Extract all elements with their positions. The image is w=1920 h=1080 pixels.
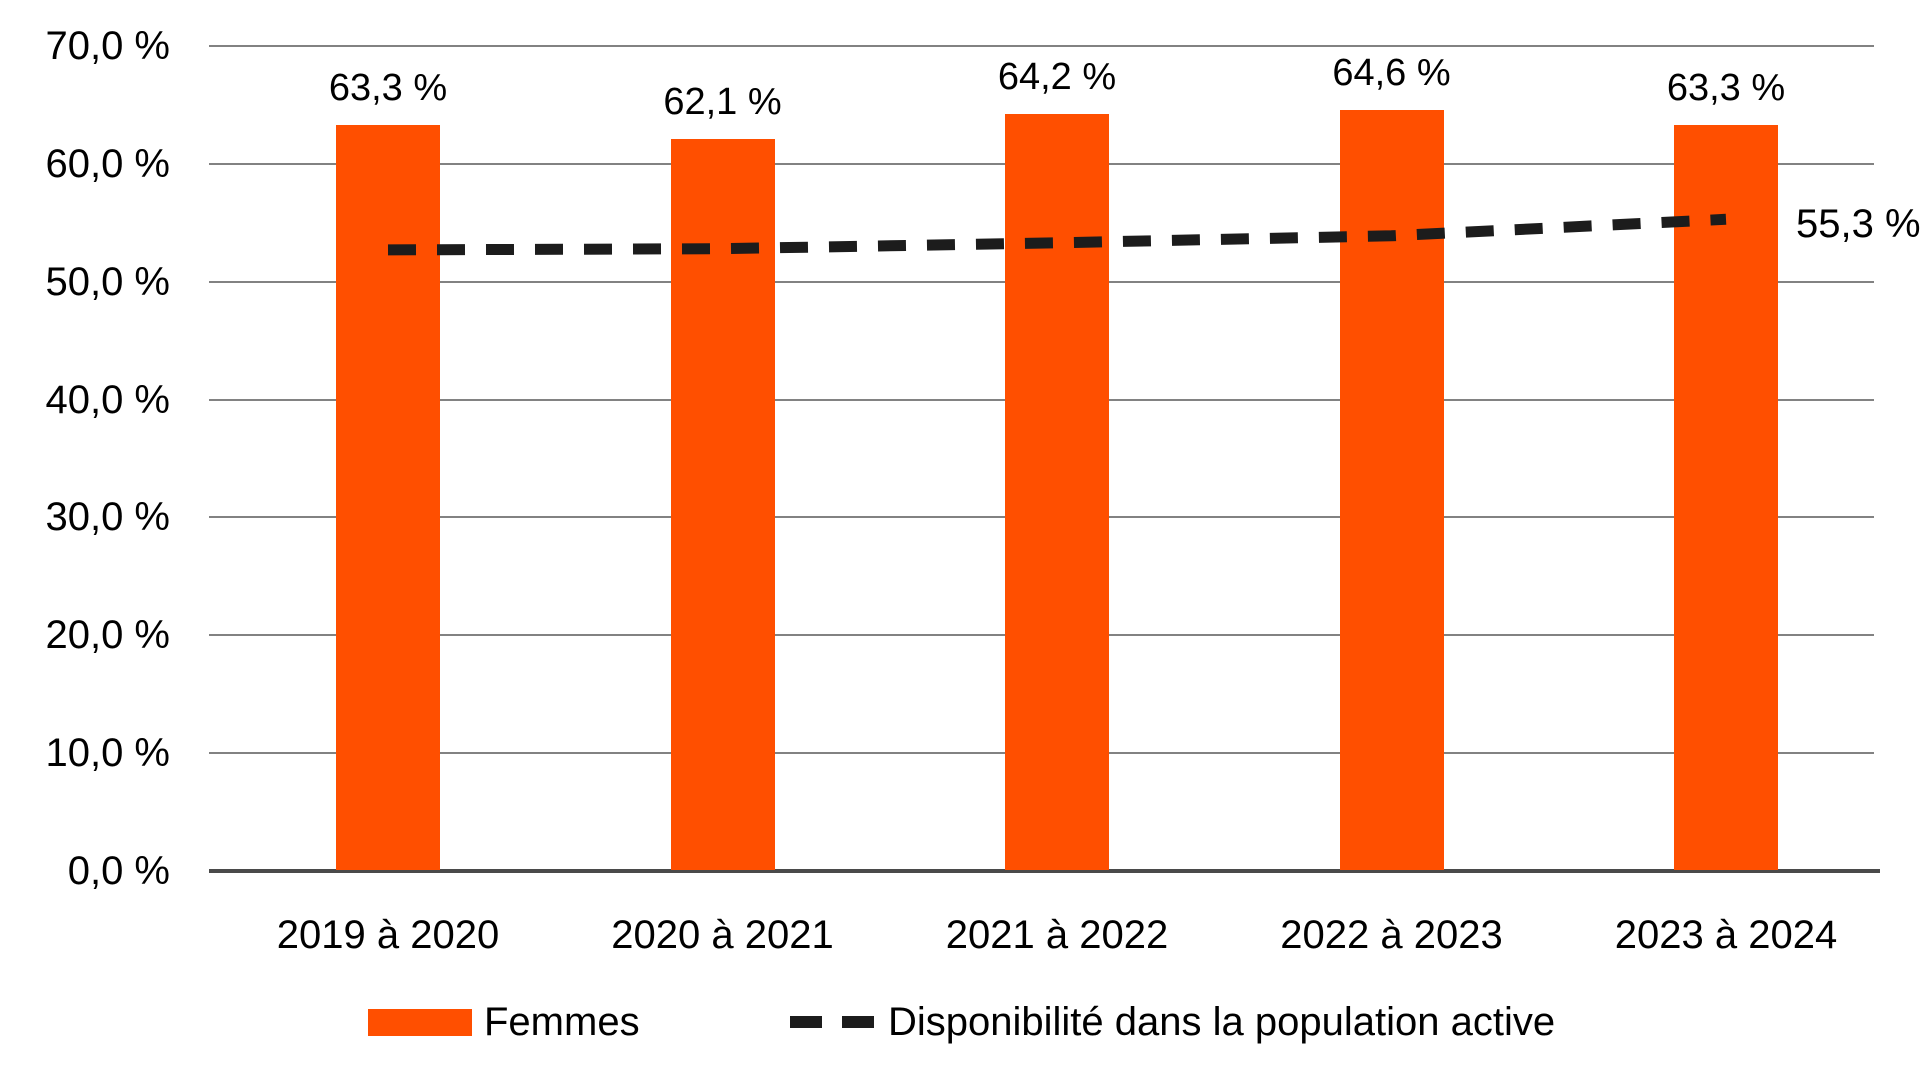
line-end-value-label: 55,3 %	[1796, 202, 1920, 246]
x-axis-category-label: 2021 à 2022	[945, 913, 1169, 957]
legend-item-availability: Disponibilité dans la population active	[788, 998, 1555, 1046]
y-axis-tick-label: 60,0 %	[45, 141, 170, 186]
y-axis-tick-label: 10,0 %	[45, 731, 170, 776]
bar-value-label: 64,2 %	[997, 56, 1117, 99]
y-axis-tick-label: 50,0 %	[45, 259, 170, 304]
legend-item-femmes: Femmes	[368, 998, 640, 1046]
bar-value-label: 64,6 %	[1332, 51, 1451, 94]
y-axis-tick-label: 70,0 %	[45, 24, 170, 68]
y-axis-tick-label: 0,0 %	[67, 849, 170, 893]
x-axis-line	[209, 869, 1880, 873]
bar-value-label: 63,3 %	[1666, 66, 1786, 109]
dashed-line-swatch	[790, 1016, 876, 1028]
x-axis-category-label: 2020 à 2021	[611, 913, 834, 957]
x-axis-category-label: 2022 à 2023	[1280, 913, 1503, 957]
legend-label-availability: Disponibilité dans la population active	[888, 1000, 1556, 1044]
y-axis-tick-label: 20,0 %	[45, 613, 170, 658]
y-axis-tick-label: 40,0 %	[45, 377, 170, 422]
bar-value-label: 63,3 %	[328, 66, 448, 109]
legend: Femmes Disponibilité dans la population …	[0, 998, 1920, 1046]
y-axis-tick-label: 30,0 %	[45, 495, 170, 540]
x-axis-category-label: 2023 à 2024	[1614, 913, 1838, 957]
bar-femmes	[670, 139, 775, 870]
y-gridline	[209, 45, 1874, 47]
femmes-bar-swatch	[368, 1008, 472, 1036]
bar-femmes	[1674, 124, 1778, 870]
availability-dashed-line	[387, 213, 1727, 256]
x-axis-category-label: 2019 à 2020	[276, 913, 500, 957]
bar-value-label: 62,1 %	[663, 81, 782, 124]
legend-label-femmes: Femmes	[484, 1000, 640, 1044]
